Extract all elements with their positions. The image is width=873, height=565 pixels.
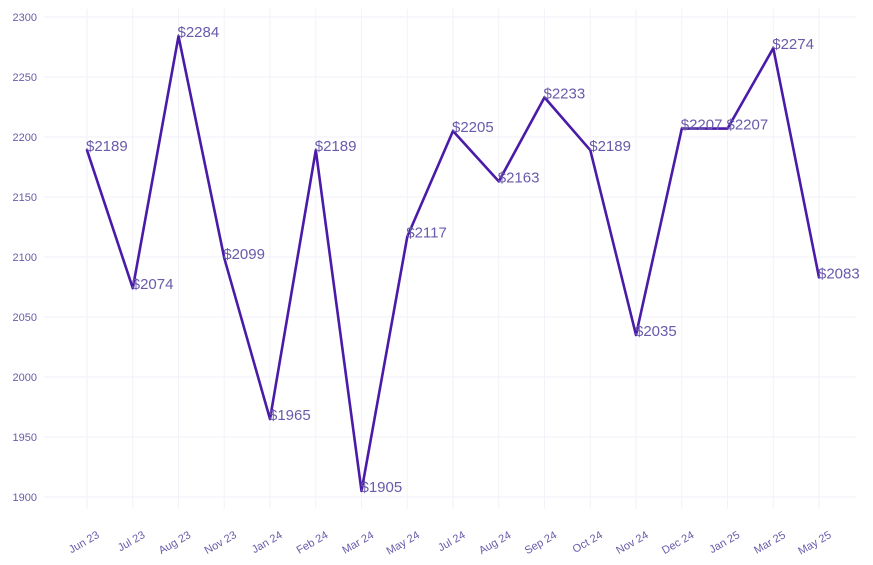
data-label: $2233 (544, 85, 586, 102)
x-tick-label: Sep 24 (523, 529, 559, 557)
grid (44, 9, 856, 509)
x-tick-label: Aug 24 (477, 529, 513, 557)
x-tick-label: Dec 24 (660, 529, 696, 557)
y-axis-ticks: 1900 1950 2000 2050 2100 2150 2200 2250 2300 (13, 12, 37, 504)
y-tick-label: 2200 (13, 132, 37, 144)
data-label: $2205 (452, 119, 494, 136)
data-label: $2035 (635, 323, 677, 340)
data-label: $2117 (406, 225, 447, 242)
data-label: $2189 (86, 138, 128, 155)
x-tick-label: Mar 25 (752, 529, 788, 557)
data-label: $2163 (498, 169, 540, 186)
x-tick-label: May 24 (385, 529, 422, 557)
x-tick-label: Nov 24 (614, 529, 650, 557)
data-label: $2189 (589, 138, 631, 155)
data-label: $1965 (269, 407, 311, 424)
y-tick-label: 2000 (13, 372, 37, 384)
y-tick-label: 2300 (13, 12, 37, 24)
y-tick-label: 2050 (13, 312, 37, 324)
x-tick-label: Jun 23 (67, 529, 102, 556)
x-tick-label: Nov 23 (203, 529, 239, 557)
y-tick-label: 2100 (13, 252, 37, 264)
x-tick-label: May 25 (796, 529, 833, 557)
data-label: $2284 (178, 24, 220, 41)
data-label: $2099 (223, 246, 265, 263)
x-tick-label: Jul 24 (436, 529, 467, 554)
x-tick-label: Feb 24 (295, 529, 331, 557)
x-tick-label: Jan 25 (707, 529, 742, 556)
y-tick-label: 1950 (13, 432, 37, 444)
x-axis-ticks: Jun 23 Jul 23 Aug 23 Nov 23 Jan 24 Feb 24 Mar … (67, 529, 834, 557)
data-label: $2207 (727, 117, 769, 134)
y-tick-label: 2250 (13, 72, 37, 84)
x-tick-label: Aug 23 (157, 529, 193, 557)
data-label: $2274 (772, 36, 814, 53)
data-label: $2207 (681, 117, 723, 134)
data-label: $2074 (132, 276, 174, 293)
x-tick-label: Oct 24 (571, 529, 605, 556)
y-tick-label: 1900 (13, 492, 37, 504)
data-label: $1905 (361, 479, 403, 496)
data-label: $2083 (818, 265, 860, 282)
data-label: $2189 (315, 138, 357, 155)
x-tick-label: Jan 24 (250, 529, 285, 556)
x-tick-label: Mar 24 (340, 529, 376, 557)
series (85, 34, 821, 493)
data-labels: $2189 $2074 $2284 $2099 $1965 $2189 $1905 $2117… (86, 24, 860, 496)
series-line (85, 34, 821, 493)
y-tick-label: 2150 (13, 192, 37, 204)
x-tick-label: Jul 23 (116, 529, 147, 554)
